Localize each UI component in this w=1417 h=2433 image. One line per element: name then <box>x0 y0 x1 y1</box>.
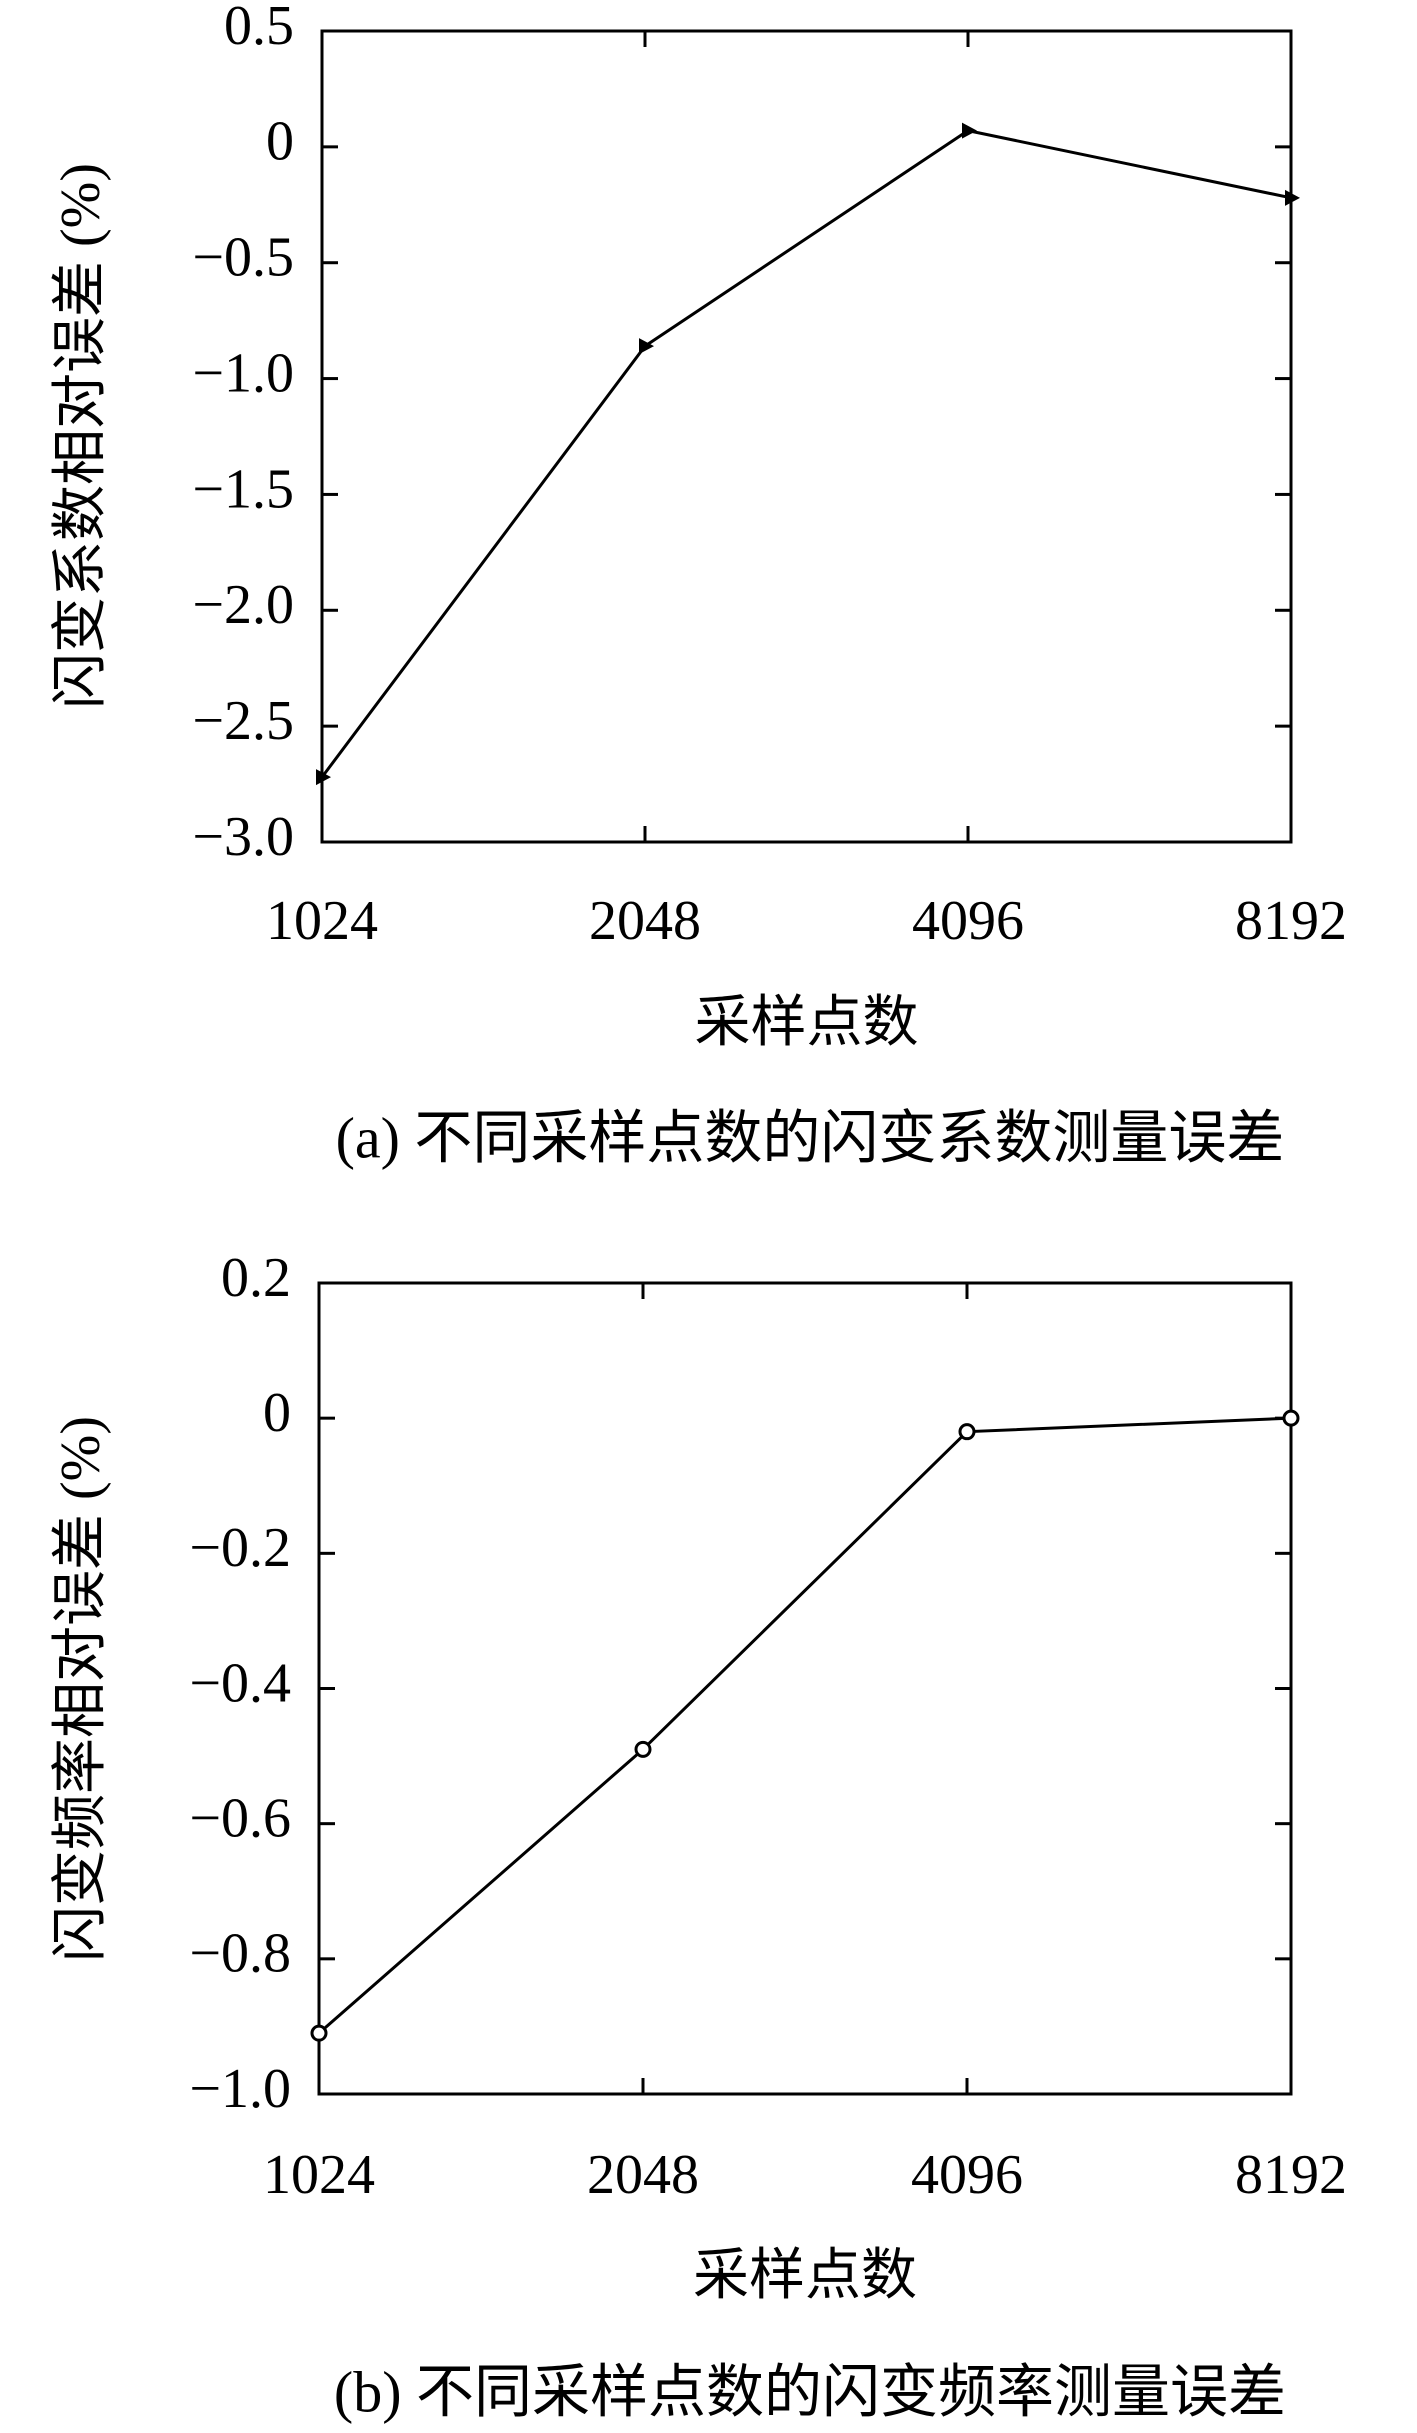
x-tick-label: 2048 <box>587 2144 699 2206</box>
y-axis-label: 闪变频率相对误差 (%) <box>50 1416 112 1962</box>
data-point <box>316 769 331 786</box>
y-tick-label: 0.5 <box>224 0 294 57</box>
y-tick-label: −2.5 <box>192 690 294 752</box>
data-point <box>962 122 977 139</box>
x-axis-label: 采样点数 <box>695 992 919 1054</box>
y-tick-label: −0.2 <box>189 1517 291 1579</box>
y-tick-label: −1.5 <box>192 458 294 520</box>
x-tick-label: 8192 <box>1235 890 1347 952</box>
y-tick-label: 0 <box>263 1382 291 1444</box>
y-tick-label: −1.0 <box>189 2058 291 2120</box>
x-tick-label: 4096 <box>911 2144 1023 2206</box>
data-point <box>310 2024 328 2042</box>
y-tick-label: −2.0 <box>192 574 294 636</box>
x-tick-label: 8192 <box>1235 2144 1347 2206</box>
data-point <box>639 338 654 355</box>
x-tick-label: 1024 <box>266 890 378 952</box>
y-tick-label: 0.2 <box>221 1247 291 1309</box>
y-tick-label: −0.8 <box>189 1923 291 1985</box>
x-tick-label: 1024 <box>263 2144 375 2206</box>
x-tick-label: 2048 <box>589 890 701 952</box>
data-point <box>1282 1409 1300 1427</box>
y-tick-label: 0 <box>266 111 294 173</box>
y-tick-label: −0.4 <box>189 1652 291 1714</box>
y-tick-label: −3.0 <box>192 806 294 868</box>
plot-frame <box>317 1281 1293 2096</box>
y-tick-label: −0.5 <box>192 227 294 289</box>
data-point <box>1285 189 1300 206</box>
x-tick-label: 4096 <box>912 890 1024 952</box>
caption: (b) 不同采样点数的闪变频率测量误差 <box>334 2359 1286 2424</box>
data-line <box>318 1416 1292 2035</box>
y-axis-label: 闪变系数相对误差 (%) <box>50 163 112 709</box>
y-tick-label: −0.6 <box>189 1788 291 1850</box>
data-point <box>634 1740 652 1758</box>
y-tick-label: −1.0 <box>192 342 294 404</box>
x-axis-label: 采样点数 <box>693 2245 917 2307</box>
data-point <box>958 1423 976 1441</box>
data-line <box>320 129 1292 779</box>
plot-frame <box>320 29 1293 844</box>
caption: (a) 不同采样点数的闪变系数测量误差 <box>336 1105 1285 1170</box>
